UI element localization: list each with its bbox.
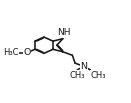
Text: CH₃: CH₃	[91, 71, 106, 80]
Text: O: O	[23, 48, 31, 57]
Text: CH₃: CH₃	[69, 71, 85, 80]
Text: N: N	[80, 62, 87, 71]
Text: NH: NH	[57, 28, 70, 37]
Text: H₃C: H₃C	[3, 48, 18, 57]
